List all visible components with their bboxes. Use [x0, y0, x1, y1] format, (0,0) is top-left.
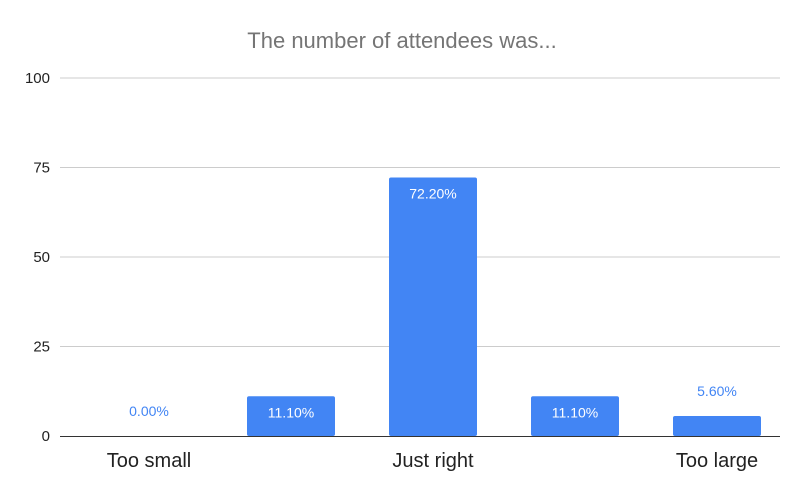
x-tick-label: Just right: [392, 450, 474, 472]
y-tick-label: 0: [42, 428, 50, 445]
bar-1: [247, 396, 335, 436]
y-tick-label: 25: [33, 339, 50, 356]
bar-4: [673, 415, 761, 436]
y-tick-label: 75: [33, 160, 50, 177]
x-tick-label: Too small: [107, 450, 191, 472]
bar-3: [531, 396, 619, 436]
x-axis-tick-labels: Too small Just right Too large: [107, 450, 758, 472]
y-axis-tick-labels: 0 25 50 75 100: [25, 70, 50, 445]
bars: [247, 177, 761, 437]
data-label-4: 5.60%: [697, 383, 737, 399]
data-label-2: 72.20%: [409, 186, 456, 202]
x-tick-label: Too large: [676, 450, 758, 472]
bar-2: [389, 177, 477, 437]
data-label-3: 11.10%: [552, 404, 598, 420]
chart-title: The number of attendees was...: [247, 28, 556, 53]
data-label-1: 11.10%: [268, 404, 314, 420]
data-label-0: 0.00%: [129, 403, 169, 419]
data-labels: 0.00% 11.10% 72.20% 11.10% 5.60%: [129, 186, 737, 421]
y-tick-label: 50: [33, 249, 50, 266]
y-tick-label: 100: [25, 70, 50, 87]
